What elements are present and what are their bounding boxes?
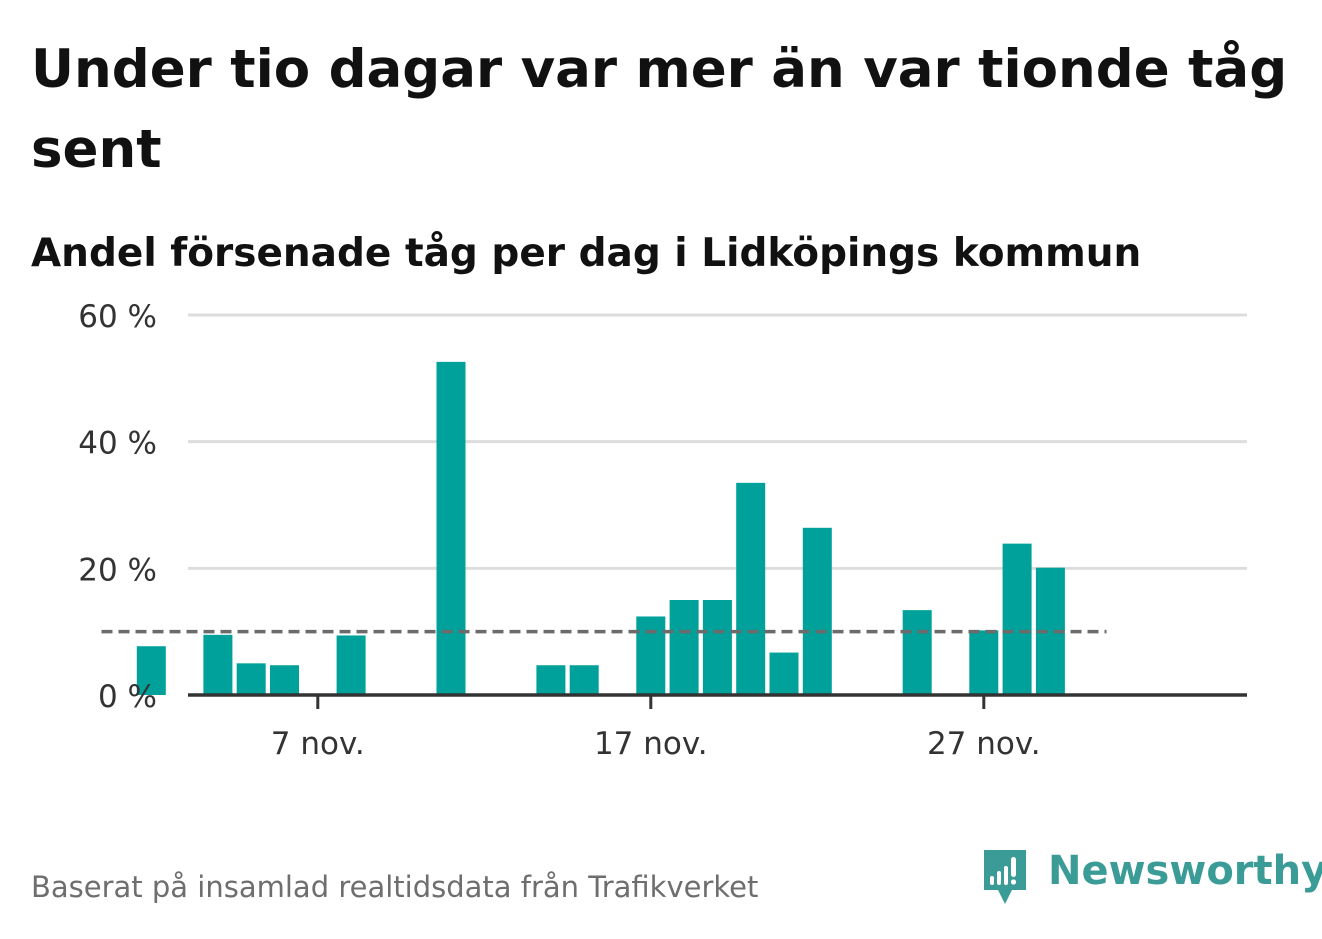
x-tick-label: 7 nov. — [271, 726, 365, 762]
bar — [669, 600, 699, 695]
bar — [1002, 543, 1032, 695]
bar — [736, 482, 766, 695]
grid-layer — [188, 313, 1247, 570]
axis-layer: 0 % 20 % 40 % 60 % 7 nov. 17 nov. 27 nov. — [78, 299, 1247, 762]
bar — [569, 665, 599, 695]
newsworthy-logo-icon — [984, 850, 1026, 904]
chart-subtitle: Andel försenade tåg per dag i Lidköpings… — [31, 231, 1142, 276]
y-tick-label: 60 % — [78, 299, 157, 335]
bar — [270, 665, 299, 695]
bar — [203, 634, 233, 695]
brand-name: Newsworthy — [1048, 848, 1322, 894]
bar — [436, 361, 466, 695]
source-note: Baserat på insamlad realtidsdata från Tr… — [31, 870, 759, 904]
bar — [902, 610, 932, 695]
bar — [702, 600, 732, 695]
bar — [136, 646, 166, 695]
y-tick-label: 40 % — [78, 426, 157, 462]
y-tick-label: 20 % — [78, 552, 157, 588]
bar — [969, 630, 999, 695]
bar — [636, 616, 666, 695]
bars-layer — [136, 361, 1065, 695]
bar — [236, 663, 266, 695]
chart-title: Under tio dagar var mer än var tionde tå… — [31, 39, 1288, 180]
x-tick-label: 27 nov. — [927, 726, 1041, 762]
bar — [536, 665, 566, 695]
bar — [336, 635, 366, 695]
y-tick-label: 0 % — [98, 679, 157, 715]
brand-logo[interactable]: Newsworthy — [980, 846, 1322, 912]
bar — [769, 652, 799, 695]
x-tick-label: 17 nov. — [594, 726, 708, 762]
bar — [802, 527, 832, 695]
